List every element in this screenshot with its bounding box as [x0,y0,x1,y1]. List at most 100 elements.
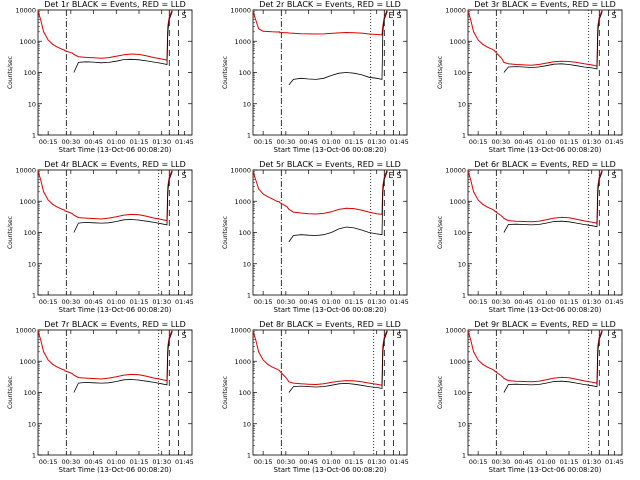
series-lld-line [37,169,173,222]
series-lld-line [37,9,173,61]
y-axis-label: Counts/sec [222,216,229,249]
chart-panel: Det 9r BLACK = Events, RED = LLD 1 10 100 10… [437,320,624,474]
x-tick-label: 01:30 [152,458,171,466]
x-axis-label: Start Time (13-Oct-06 00:08:20) [59,306,172,314]
chart-panel: Det 1r BLACK = Events, RED = LLD 1 10 100 10… [7,0,194,154]
x-tick-label: 00:45 [299,298,318,306]
y-tick-label: 10 [243,420,251,428]
series-lld-line [252,329,388,386]
series-events-line [288,11,388,86]
y-tick-label: 1000 [234,38,251,46]
y-tick-label: 1000 [19,358,36,366]
y-tick-label: 1 [247,452,251,460]
x-tick-label: 01:00 [537,298,556,306]
x-tick-label: 01:30 [152,138,171,146]
x-tick-label: 01:00 [322,138,341,146]
x-tick-label: 01:00 [107,138,126,146]
marker-label: S [181,171,186,180]
y-tick-label: 10000 [230,327,251,335]
x-axis-label: Start Time (13-Oct-06 00:08:20) [274,306,387,314]
y-tick-label: 1000 [449,38,466,46]
y-tick-label: 1000 [234,358,251,366]
y-tick-label: 100 [454,389,466,397]
y-tick-label: 10000 [445,327,466,335]
x-tick-label: 00:15 [254,138,273,146]
x-tick-label: 00:30 [61,458,80,466]
y-tick-label: 10000 [445,7,466,15]
x-tick-label: 01:45 [605,138,624,146]
y-axis-label: Counts/sec [222,376,229,409]
series-events-line [73,171,173,233]
y-tick-label: 100 [239,229,251,237]
marker-label: S [611,11,616,20]
y-tick-label: 100 [24,389,36,397]
x-tick-label: 01:15 [345,458,364,466]
y-axis-label: Counts/sec [222,56,229,89]
x-tick-label: 01:30 [582,138,601,146]
chart-panel: Det 4r BLACK = Events, RED = LLD 1 10 100 10… [7,160,194,314]
y-axis-label: Counts/sec [437,376,444,409]
y-axis-label: Counts/sec [7,216,14,249]
x-tick-label: 00:45 [514,458,533,466]
x-axis-label: Start Time (13-Oct-06 00:08:20) [59,466,172,474]
x-tick-label: 00:45 [84,458,103,466]
y-axis-label: Counts/sec [437,56,444,89]
y-tick-label: 1000 [19,198,36,206]
y-tick-label: 10 [458,420,466,428]
x-tick-label: 00:15 [469,298,488,306]
y-tick-label: 10 [28,100,36,108]
x-tick-label: 00:15 [254,458,273,466]
panel-title: Det 6r BLACK = Events, RED = LLD [474,160,616,169]
x-tick-label: 00:45 [514,298,533,306]
y-tick-label: 10000 [15,7,36,15]
y-axis-label: Counts/sec [7,376,14,409]
marker-label: E [388,11,393,20]
panel-title: Det 1r BLACK = Events, RED = LLD [44,0,186,9]
marker-label: S [396,171,401,180]
x-tick-label: 01:45 [175,458,194,466]
y-tick-label: 1000 [449,358,466,366]
x-tick-label: 00:30 [491,458,510,466]
x-tick-label: 01:30 [582,298,601,306]
x-tick-label: 01:45 [390,458,409,466]
x-tick-label: 01:15 [345,138,364,146]
x-tick-label: 01:00 [537,138,556,146]
x-tick-label: 00:30 [276,458,295,466]
series-events-line [288,171,388,243]
chart-panel: Det 2r BLACK = Events, RED = LLD 1 10 100 10… [222,0,409,154]
y-tick-label: 10000 [15,327,36,335]
series-events-line [288,331,388,393]
y-tick-label: 1 [32,452,36,460]
y-axis-label: Counts/sec [437,216,444,249]
y-axis-label: Counts/sec [7,56,14,89]
x-tick-label: 00:15 [39,298,58,306]
x-tick-label: 01:00 [537,458,556,466]
marker-label: S [611,331,616,340]
x-tick-label: 00:30 [61,298,80,306]
x-tick-label: 00:30 [491,298,510,306]
y-tick-label: 100 [24,229,36,237]
series-events-line [503,171,603,233]
x-tick-label: 00:30 [61,138,80,146]
marker-label: S [396,11,401,20]
x-tick-label: 00:15 [254,298,273,306]
panel-title: Det 9r BLACK = Events, RED = LLD [474,320,616,329]
x-tick-label: 00:30 [276,138,295,146]
panel-title: Det 4r BLACK = Events, RED = LLD [44,160,186,169]
x-tick-label: 00:45 [299,138,318,146]
series-events-line [503,11,603,73]
x-tick-label: 01:15 [130,138,149,146]
y-tick-label: 1 [32,132,36,140]
series-events-line [73,11,173,73]
x-tick-label: 01:15 [560,138,579,146]
series-events-line [503,331,603,393]
y-tick-label: 100 [24,69,36,77]
x-tick-label: 01:00 [322,458,341,466]
y-tick-label: 10 [243,260,251,268]
x-tick-label: 00:30 [276,298,295,306]
y-tick-label: 100 [454,69,466,77]
x-axis-label: Start Time (13-Oct-06 00:08:20) [489,306,602,314]
x-axis-label: Start Time (13-Oct-06 00:08:20) [274,466,387,474]
y-tick-label: 10 [243,100,251,108]
